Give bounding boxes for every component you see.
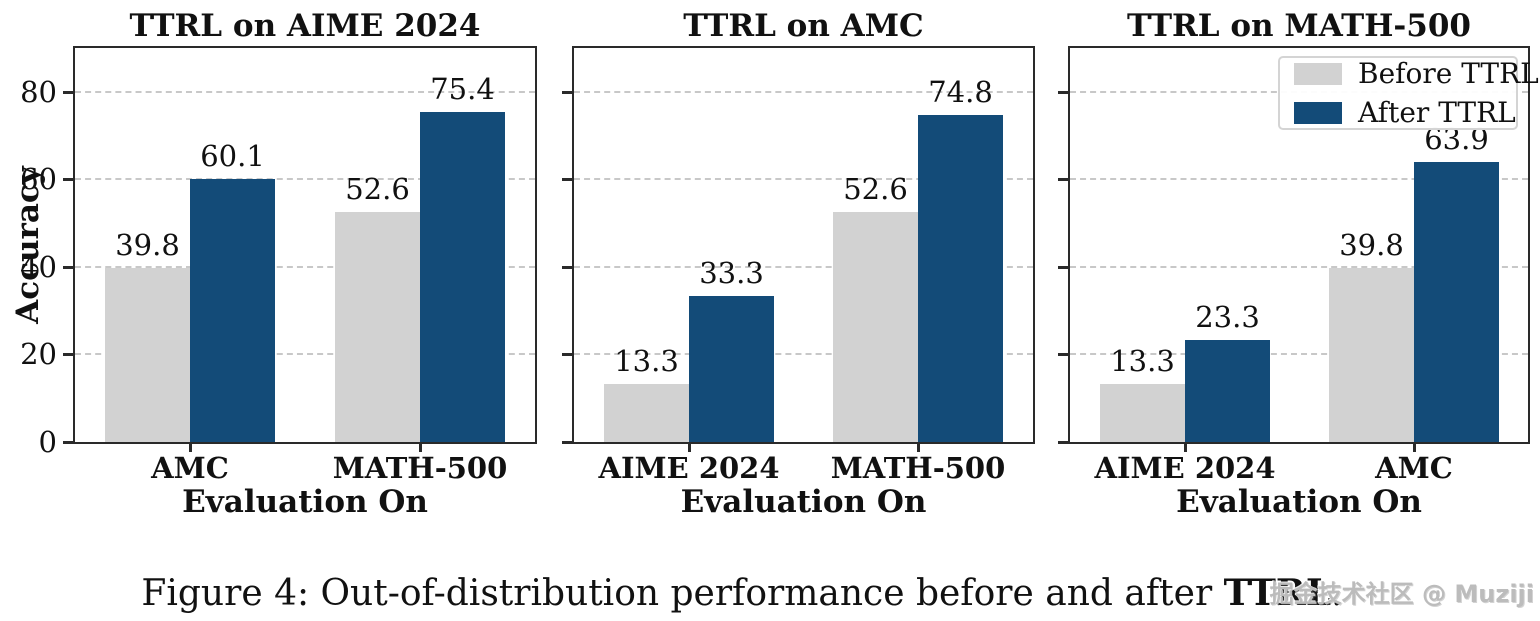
plot-area: 39.8 60.1 52.6 75.4 — [73, 46, 537, 444]
x-axis-label: Evaluation On — [1176, 484, 1422, 520]
bar-value-label: 33.3 — [699, 256, 764, 290]
plot-area: 13.3 33.3 52.6 74.8 — [572, 46, 1035, 444]
gridline — [574, 353, 1033, 355]
legend-item: Before TTRL — [1294, 58, 1539, 89]
x-axis-label: Evaluation On — [182, 484, 428, 520]
ytick-label: 80 — [20, 75, 57, 109]
bar-after — [918, 115, 1003, 442]
bar-after — [1185, 340, 1270, 442]
bar-value-label: 52.6 — [843, 172, 908, 206]
y-axis-label: Accuracy — [10, 166, 46, 324]
y-tick-mark — [1058, 178, 1068, 181]
y-tick-mark — [562, 266, 572, 269]
x-axis-label: Evaluation On — [680, 484, 927, 520]
gridline — [574, 178, 1033, 180]
y-tick-mark — [63, 441, 73, 444]
y-tick-mark — [63, 266, 73, 269]
y-tick-mark — [63, 353, 73, 356]
bar-before — [604, 384, 689, 442]
xtick-label: AMC — [151, 451, 229, 485]
panel-title: TTRL on AMC — [683, 8, 924, 44]
bar-after — [689, 296, 774, 442]
xtick-label: AIME 2024 — [1094, 451, 1276, 485]
figure-caption: Figure 4: Out-of-distribution performanc… — [0, 573, 1484, 614]
legend-label: Before TTRL — [1358, 56, 1539, 90]
bar-after — [190, 179, 275, 442]
y-tick-mark — [1058, 91, 1068, 94]
bar-before — [833, 212, 918, 442]
y-tick-mark — [562, 441, 572, 444]
bar-value-label: 23.3 — [1195, 300, 1260, 334]
bar-before — [1329, 268, 1414, 442]
bar-value-label: 13.3 — [1110, 344, 1175, 378]
y-tick-mark — [1058, 441, 1068, 444]
y-tick-mark — [1058, 266, 1068, 269]
watermark: 掘金技术社区 @ Muziji — [1269, 580, 1534, 608]
gridline — [75, 353, 535, 355]
x-tick-mark — [189, 444, 192, 452]
bar-before — [335, 212, 420, 442]
bar-value-label: 75.4 — [430, 72, 495, 106]
legend-swatch-after — [1294, 101, 1342, 124]
gridline — [1070, 353, 1528, 355]
bar-value-label: 60.1 — [200, 139, 265, 173]
panel-title: TTRL on AIME 2024 — [129, 8, 481, 44]
gridline — [574, 91, 1033, 93]
ytick-label: 0 — [38, 425, 57, 459]
legend: Before TTRL After TTRL — [1278, 56, 1539, 130]
ytick-label: 60 — [20, 162, 57, 196]
gridline — [1070, 178, 1528, 180]
x-tick-mark — [419, 444, 422, 452]
y-tick-mark — [63, 91, 73, 94]
ytick-label: 20 — [20, 337, 57, 371]
y-tick-mark — [562, 91, 572, 94]
figure-caption-suffix: . — [1331, 573, 1343, 614]
y-tick-mark — [562, 178, 572, 181]
bar-after — [1414, 162, 1499, 442]
xtick-label: MATH-500 — [332, 451, 508, 485]
x-tick-mark — [1413, 444, 1416, 452]
y-tick-mark — [1058, 353, 1068, 356]
ytick-label: 40 — [20, 250, 57, 284]
figure-caption-bold: TTRL — [1223, 572, 1332, 614]
legend-swatch-before — [1294, 62, 1342, 85]
xtick-label: AMC — [1375, 451, 1453, 485]
gridline — [1070, 266, 1528, 268]
bar-value-label: 39.8 — [1339, 228, 1404, 262]
xtick-label: AIME 2024 — [598, 451, 780, 485]
bar-after — [420, 112, 505, 442]
bar-before — [105, 268, 190, 442]
gridline — [574, 266, 1033, 268]
legend-label: After TTRL — [1358, 95, 1516, 129]
bar-value-label: 74.8 — [928, 75, 993, 109]
bar-before — [1100, 384, 1185, 442]
x-tick-mark — [917, 444, 920, 452]
gridline — [75, 178, 535, 180]
bar-value-label: 39.8 — [115, 228, 180, 262]
figure-caption-prefix: Figure 4: Out-of-distribution performanc… — [141, 573, 1224, 614]
y-tick-mark — [562, 353, 572, 356]
gridline — [75, 91, 535, 93]
gridline — [75, 266, 535, 268]
x-tick-mark — [1184, 444, 1187, 452]
panel-title: TTRL on MATH-500 — [1127, 8, 1471, 44]
xtick-label: MATH-500 — [830, 451, 1006, 485]
bar-value-label: 13.3 — [614, 344, 679, 378]
x-tick-mark — [688, 444, 691, 452]
bar-value-label: 52.6 — [345, 172, 410, 206]
y-tick-mark — [63, 178, 73, 181]
legend-item: After TTRL — [1294, 97, 1516, 128]
